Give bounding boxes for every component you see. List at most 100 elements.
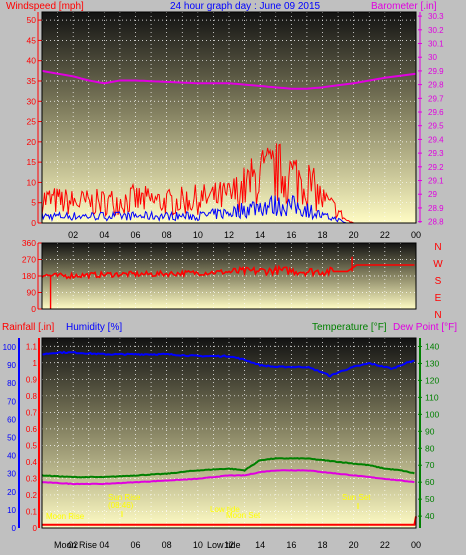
humidity-tick-label: 10	[7, 506, 16, 515]
x-tick-label: 14	[255, 540, 265, 550]
compass-label: S	[435, 276, 442, 287]
humidity-tick-label: 20	[7, 488, 16, 497]
humidity-axis-title: Humidity [%]	[66, 322, 122, 333]
barometer-tick-label: 29.3	[428, 149, 444, 158]
wind-panel-background	[42, 12, 416, 223]
humidity-axis: 0 10 20 30 40 50 60 70 80 90 100	[3, 338, 20, 533]
time-axis-bottom: 02 04 06 08 10 12 14 16 18 20 22 00	[68, 540, 421, 550]
x-tick-label: 02	[68, 230, 78, 240]
x-tick-label: 16	[286, 230, 296, 240]
rainfall-axis: 0 0.1 0.2 0.3 0.4 0.5 0.6 0.7 0.8 0.9 1 1.1	[26, 338, 40, 533]
barometer-tick-label: 29.6	[428, 108, 444, 117]
x-tick-label: 22	[380, 230, 390, 240]
temperature-tick-label: 100	[425, 409, 439, 419]
rainfall-tick-label: 1	[33, 359, 38, 368]
x-tick-label: 12	[224, 540, 234, 550]
direction-tick-label: 90	[27, 288, 37, 298]
sun-set-label: Sun Set	[342, 493, 371, 502]
windspeed-tick-label: 20	[27, 137, 37, 147]
rainfall-tick-label: 0.6	[26, 425, 38, 434]
rainfall-tick-label: 0.8	[26, 392, 38, 401]
barometer-tick-label: 30.2	[428, 26, 444, 35]
rainfall-tick-label: 1.1	[26, 342, 38, 351]
temperature-tick-label: 60	[425, 477, 435, 487]
humidity-tick-label: 30	[7, 470, 16, 479]
low-tide-axis-label: Low tide	[207, 540, 241, 550]
x-tick-label: 06	[130, 540, 140, 550]
barometer-tick-label: 29.7	[428, 94, 444, 103]
windspeed-tick-label: 25	[27, 117, 37, 127]
barometer-tick-label: 30.3	[428, 12, 444, 21]
humidity-tick-label: 80	[7, 379, 16, 388]
barometer-axis-title: Barometer [.in]	[371, 1, 437, 12]
windspeed-tick-label: 40	[27, 56, 37, 66]
temperature-line	[41, 457, 415, 479]
direction-tick-label: 270	[22, 255, 36, 265]
barometer-tick-label: 29	[428, 190, 437, 199]
x-tick-label: 20	[349, 540, 359, 550]
x-tick-label: 10	[193, 230, 203, 240]
temperature-tick-label: 70	[425, 460, 435, 470]
humidity-tick-label: 70	[7, 397, 16, 406]
x-tick-label: 08	[162, 540, 172, 550]
x-tick-label: 08	[162, 230, 172, 240]
temperature-axis-title: Temperature [°F]	[312, 322, 387, 333]
humidity-tick-label: 40	[7, 452, 16, 461]
barometer-tick-label: 29.5	[428, 122, 444, 131]
graph-title: 24 hour graph day : June 09 2015	[170, 1, 321, 12]
low-tide-label: Low tide	[210, 505, 240, 514]
temperature-tick-label: 50	[425, 494, 435, 504]
direction-tick-label: 0	[31, 304, 36, 314]
x-tick-label: 04	[99, 540, 109, 550]
rainfall-tick-label: 0.2	[26, 491, 38, 500]
barometer-tick-label: 30.1	[428, 40, 444, 49]
windspeed-tick-label: 15	[27, 157, 37, 167]
temperature-axis: 40 50 60 70 80 90 100 110 120 130 140	[418, 338, 439, 528]
temperature-tick-label: 130	[425, 358, 439, 368]
dewpoint-line	[41, 469, 415, 486]
x-tick-label: 06	[130, 230, 140, 240]
x-tick-label: 10	[193, 540, 203, 550]
temperature-panel-frame	[41, 337, 417, 529]
windspeed-tick-label: 5	[31, 198, 36, 208]
humidity-tick-label: 90	[7, 361, 16, 370]
x-tick-label: 02	[68, 540, 78, 550]
rainfall-line	[42, 516, 417, 526]
moon-rise-label: Moon Rise	[46, 512, 85, 521]
rainfall-tick-label: 0.1	[26, 507, 38, 516]
rainfall-tick-label: 0.3	[26, 474, 38, 483]
barometer-tick-label: 28.8	[428, 218, 444, 227]
temperature-tick-label: 80	[425, 443, 435, 453]
dewpoint-axis-title: Dew Point [°F]	[393, 322, 457, 333]
windspeed-tick-label: 50	[27, 15, 37, 25]
x-tick-label: 20	[349, 230, 359, 240]
x-tick-label: 00	[411, 230, 421, 240]
compass-label: N	[434, 310, 441, 321]
rainfall-tick-label: 0	[33, 524, 38, 533]
time-axis: 02 04 06 08 10 12 14 16 18 20 22 00	[68, 230, 421, 240]
moon-rise-axis-label: Moon Rise	[54, 540, 97, 550]
humidity-tick-label: 50	[7, 434, 16, 443]
compass-label: W	[433, 259, 443, 270]
humidity-line	[41, 350, 415, 378]
barometer-line	[41, 69, 417, 90]
x-tick-label: 22	[380, 540, 390, 550]
rainfall-axis-title: Rainfall [.in]	[2, 322, 54, 333]
temperature-panel-series	[41, 350, 417, 526]
x-tick-label: 00	[411, 540, 421, 550]
barometer-tick-label: 29.1	[428, 177, 444, 186]
x-tick-label: 14	[255, 230, 265, 240]
x-tick-label: 12	[224, 230, 234, 240]
rainfall-tick-label: 0.5	[26, 441, 38, 450]
sun-rise-label: Sun Rise	[108, 493, 141, 502]
compass-label: E	[435, 293, 442, 304]
windspeed-tick-label: 35	[27, 76, 37, 86]
barometer-tick-label: 29.4	[428, 135, 444, 144]
windspeed-axis-title: Windspeed [mph]	[6, 1, 84, 12]
temperature-tick-label: 110	[425, 392, 439, 402]
temperature-tick-label: 120	[425, 375, 439, 385]
direction-tick-label: 360	[22, 238, 36, 248]
barometer-tick-label: 28.9	[428, 204, 444, 213]
humidity-tick-label: 60	[7, 415, 16, 424]
